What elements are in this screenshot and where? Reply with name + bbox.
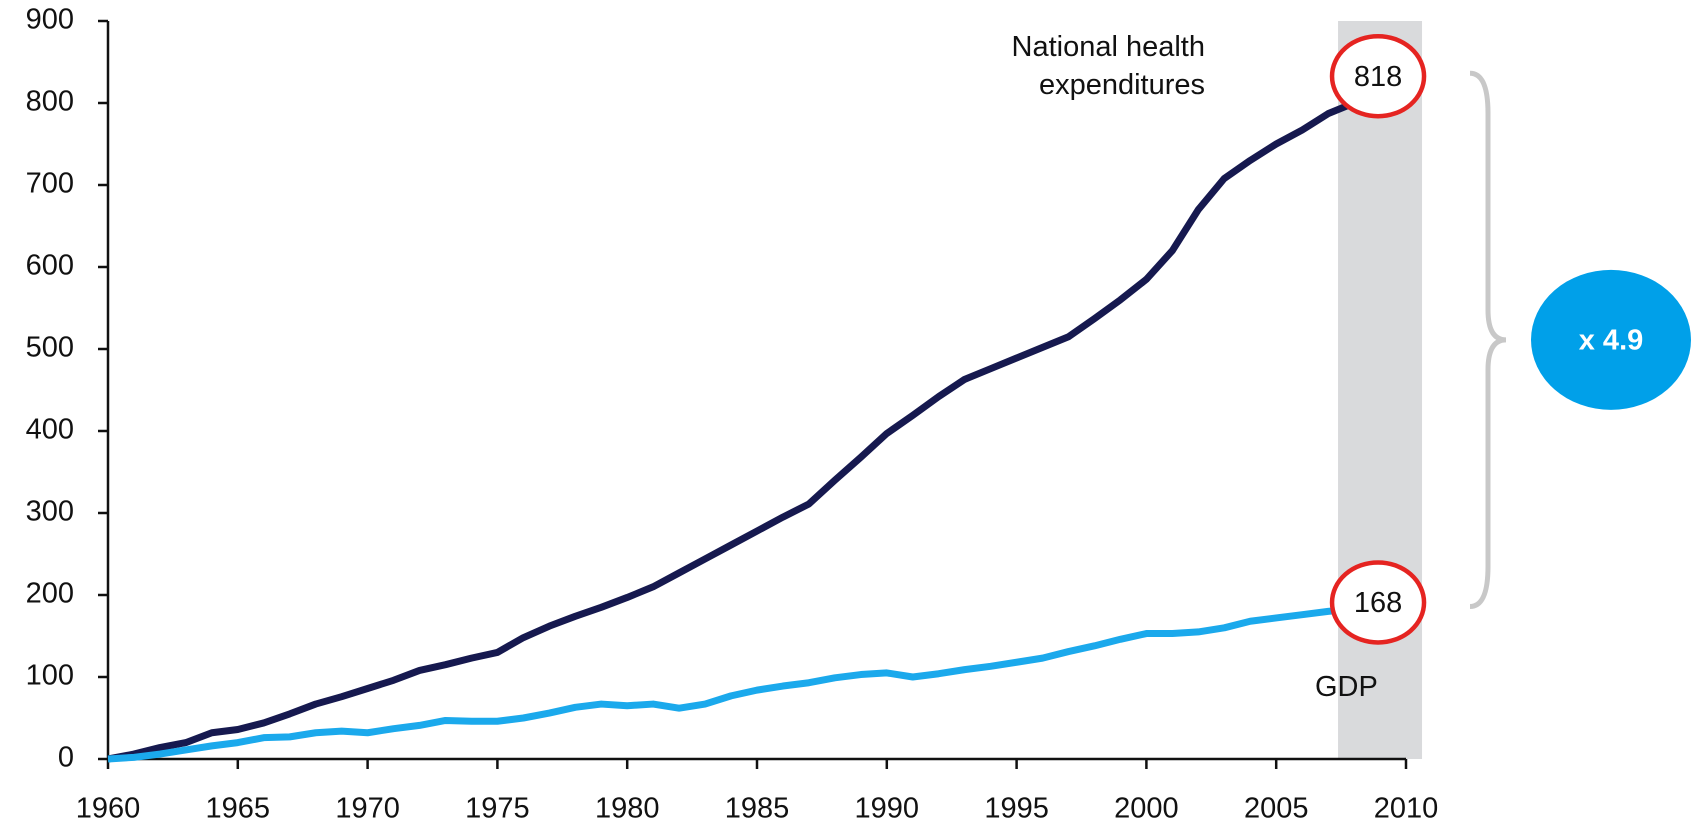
callout-circle <box>1329 560 1427 645</box>
y-tick-label: 900 <box>26 4 74 36</box>
series-label: National health expenditures <box>1011 31 1205 101</box>
x-tick-label: 2010 <box>1374 793 1439 825</box>
x-tick-label: 1970 <box>335 793 400 825</box>
x-tick-label: 2000 <box>1114 793 1179 825</box>
x-tick-label: 1960 <box>76 793 141 825</box>
y-tick-label: 300 <box>26 496 74 528</box>
y-tick-label: 100 <box>26 660 74 692</box>
ratio-label: x 4.9 <box>1579 325 1644 357</box>
x-tick-label: 2005 <box>1244 793 1309 825</box>
x-tick-label: 1995 <box>984 793 1049 825</box>
y-tick-label: 500 <box>26 332 74 364</box>
y-tick-label: 800 <box>26 86 74 118</box>
y-tick-label: 400 <box>26 414 74 446</box>
y-tick-label: 600 <box>26 250 74 282</box>
x-tick-label: 1990 <box>855 793 920 825</box>
highlight-band <box>1338 21 1423 759</box>
x-tick-label: 1985 <box>725 793 790 825</box>
callout-label: 168 <box>1354 587 1402 619</box>
ratio-badge <box>1531 269 1691 410</box>
callout-circle <box>1329 33 1427 119</box>
series-line <box>107 602 1381 763</box>
y-tick-label: 200 <box>26 578 74 610</box>
y-tick-label: 700 <box>26 168 74 200</box>
brace <box>1469 70 1507 609</box>
x-tick-label: 1965 <box>206 793 271 825</box>
callout-label: 818 <box>1354 61 1402 93</box>
y-tick-label: 0 <box>58 742 74 774</box>
x-tick-label: 1980 <box>595 793 660 825</box>
x-tick-label: 1975 <box>465 793 530 825</box>
series-label: GDP <box>1315 671 1378 703</box>
series-line <box>107 85 1382 763</box>
